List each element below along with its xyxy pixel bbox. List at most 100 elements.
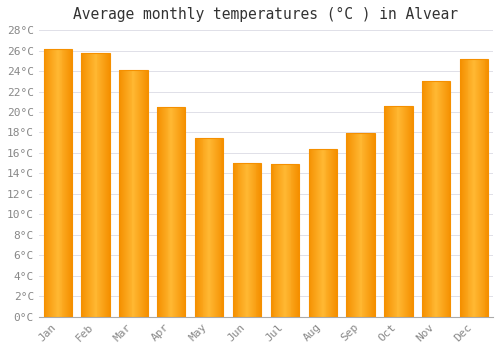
Bar (426, 81, 427, 317)
Bar (461, 59, 462, 317)
Bar (123, 70, 124, 317)
Bar (56, 49, 57, 317)
Bar (308, 149, 310, 317)
Bar (200, 138, 202, 317)
Bar (222, 138, 224, 317)
Bar (174, 107, 175, 317)
Bar (92, 52, 94, 317)
Bar (141, 70, 142, 317)
Bar (206, 138, 208, 317)
Bar (297, 164, 298, 317)
Bar (460, 59, 461, 317)
Bar (98, 52, 100, 317)
Bar (69, 49, 70, 317)
Bar (400, 106, 402, 317)
Bar (213, 138, 214, 317)
Bar (91, 52, 92, 317)
Bar (143, 70, 144, 317)
Bar (130, 70, 132, 317)
Bar (372, 133, 373, 317)
Bar (252, 163, 254, 317)
Bar (96, 52, 98, 317)
Bar (322, 149, 324, 317)
Bar (103, 52, 104, 317)
Bar (234, 163, 236, 317)
Bar (157, 107, 186, 317)
Bar (282, 164, 283, 317)
Bar (58, 49, 59, 317)
Bar (314, 149, 315, 317)
Bar (233, 163, 234, 317)
Bar (436, 81, 437, 317)
Bar (316, 149, 317, 317)
Bar (356, 133, 357, 317)
Bar (52, 49, 53, 317)
Bar (373, 133, 374, 317)
Bar (108, 52, 109, 317)
Bar (287, 164, 288, 317)
Bar (317, 149, 318, 317)
Bar (366, 133, 367, 317)
Bar (350, 133, 351, 317)
Bar (209, 138, 210, 317)
Bar (292, 164, 294, 317)
Bar (163, 107, 164, 317)
Bar (250, 163, 251, 317)
Bar (298, 164, 299, 317)
Bar (430, 81, 432, 317)
Bar (408, 106, 409, 317)
Bar (288, 164, 290, 317)
Bar (82, 52, 84, 317)
Bar (182, 107, 184, 317)
Bar (443, 81, 444, 317)
Bar (181, 107, 182, 317)
Bar (280, 164, 281, 317)
Bar (66, 49, 67, 317)
Bar (438, 81, 439, 317)
Bar (270, 164, 272, 317)
Bar (251, 163, 252, 317)
Bar (460, 59, 488, 317)
Bar (51, 49, 52, 317)
Bar (357, 133, 358, 317)
Bar (391, 106, 392, 317)
Bar (211, 138, 212, 317)
Bar (94, 52, 96, 317)
Bar (284, 164, 285, 317)
Bar (328, 149, 330, 317)
Bar (368, 133, 369, 317)
Bar (390, 106, 391, 317)
Bar (126, 70, 127, 317)
Bar (333, 149, 334, 317)
Bar (370, 133, 371, 317)
Bar (313, 149, 314, 317)
Bar (410, 106, 412, 317)
Bar (425, 81, 426, 317)
Bar (184, 107, 186, 317)
Bar (218, 138, 220, 317)
Bar (464, 59, 466, 317)
Bar (384, 106, 412, 317)
Bar (409, 106, 410, 317)
Bar (233, 163, 261, 317)
Bar (446, 81, 448, 317)
Bar (109, 52, 110, 317)
Bar (172, 107, 173, 317)
Bar (122, 70, 123, 317)
Bar (140, 70, 141, 317)
Bar (245, 163, 246, 317)
Bar (428, 81, 430, 317)
Bar (448, 81, 450, 317)
Bar (119, 70, 148, 317)
Bar (310, 149, 312, 317)
Bar (290, 164, 292, 317)
Bar (386, 106, 387, 317)
Bar (367, 133, 368, 317)
Bar (242, 163, 243, 317)
Bar (362, 133, 364, 317)
Bar (334, 149, 335, 317)
Bar (244, 163, 245, 317)
Bar (71, 49, 72, 317)
Bar (68, 49, 69, 317)
Bar (351, 133, 352, 317)
